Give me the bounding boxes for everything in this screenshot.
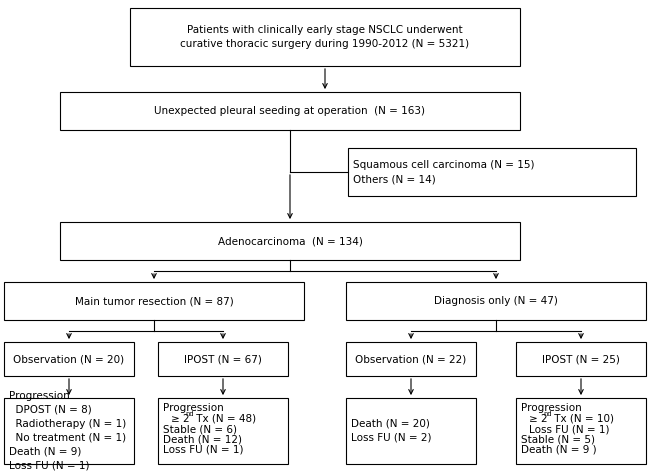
Bar (60, 222, 520, 260)
Text: ≥ 2: ≥ 2 (529, 413, 548, 423)
Text: Progression: Progression (521, 403, 582, 413)
Bar (4, 282, 304, 320)
Text: Loss FU (N = 1): Loss FU (N = 1) (529, 424, 610, 434)
Bar (130, 8, 520, 66)
Text: ≥ 2: ≥ 2 (171, 413, 190, 423)
Bar (158, 398, 288, 464)
Text: Death (N = 20)
Loss FU (N = 2): Death (N = 20) Loss FU (N = 2) (351, 419, 432, 443)
Text: Death (N = 12): Death (N = 12) (163, 435, 242, 445)
Text: IPOST (N = 67): IPOST (N = 67) (184, 354, 262, 364)
Bar (4, 398, 134, 464)
Text: nd: nd (185, 412, 194, 418)
Text: Stable (N = 5): Stable (N = 5) (521, 435, 595, 445)
Bar (158, 342, 288, 376)
Bar (346, 398, 476, 464)
Text: Squamous cell carcinoma (N = 15)
Others (N = 14): Squamous cell carcinoma (N = 15) Others … (353, 160, 534, 184)
Text: Observation (N = 20): Observation (N = 20) (14, 354, 124, 364)
Bar (346, 342, 476, 376)
Text: Progression
  DPOST (N = 8)
  Radiotherapy (N = 1)
  No treatment (N = 1)
Death : Progression DPOST (N = 8) Radiotherapy (… (9, 391, 126, 471)
Bar (348, 148, 636, 196)
Text: Diagnosis only (N = 47): Diagnosis only (N = 47) (434, 296, 558, 306)
Text: Observation (N = 22): Observation (N = 22) (356, 354, 466, 364)
Bar (516, 398, 646, 464)
Bar (516, 342, 646, 376)
Text: Progression: Progression (163, 403, 224, 413)
Text: IPOST (N = 25): IPOST (N = 25) (542, 354, 620, 364)
Text: Stable (N = 6): Stable (N = 6) (163, 424, 237, 434)
Bar (346, 282, 646, 320)
Text: Death (N = 9 ): Death (N = 9 ) (521, 445, 597, 455)
Bar (4, 342, 134, 376)
Text: Patients with clinically early stage NSCLC underwent
curative thoracic surgery d: Patients with clinically early stage NSC… (180, 25, 470, 49)
Text: Unexpected pleural seeding at operation  (N = 163): Unexpected pleural seeding at operation … (155, 106, 426, 116)
Text: Loss FU (N = 1): Loss FU (N = 1) (163, 445, 244, 455)
Text: Adenocarcinoma  (N = 134): Adenocarcinoma (N = 134) (217, 236, 362, 246)
Text: Main tumor resection (N = 87): Main tumor resection (N = 87) (75, 296, 233, 306)
Text: nd: nd (543, 412, 552, 418)
Text: Tx (N = 10): Tx (N = 10) (551, 413, 614, 423)
Bar (60, 92, 520, 130)
Text: Tx (N = 48): Tx (N = 48) (193, 413, 256, 423)
